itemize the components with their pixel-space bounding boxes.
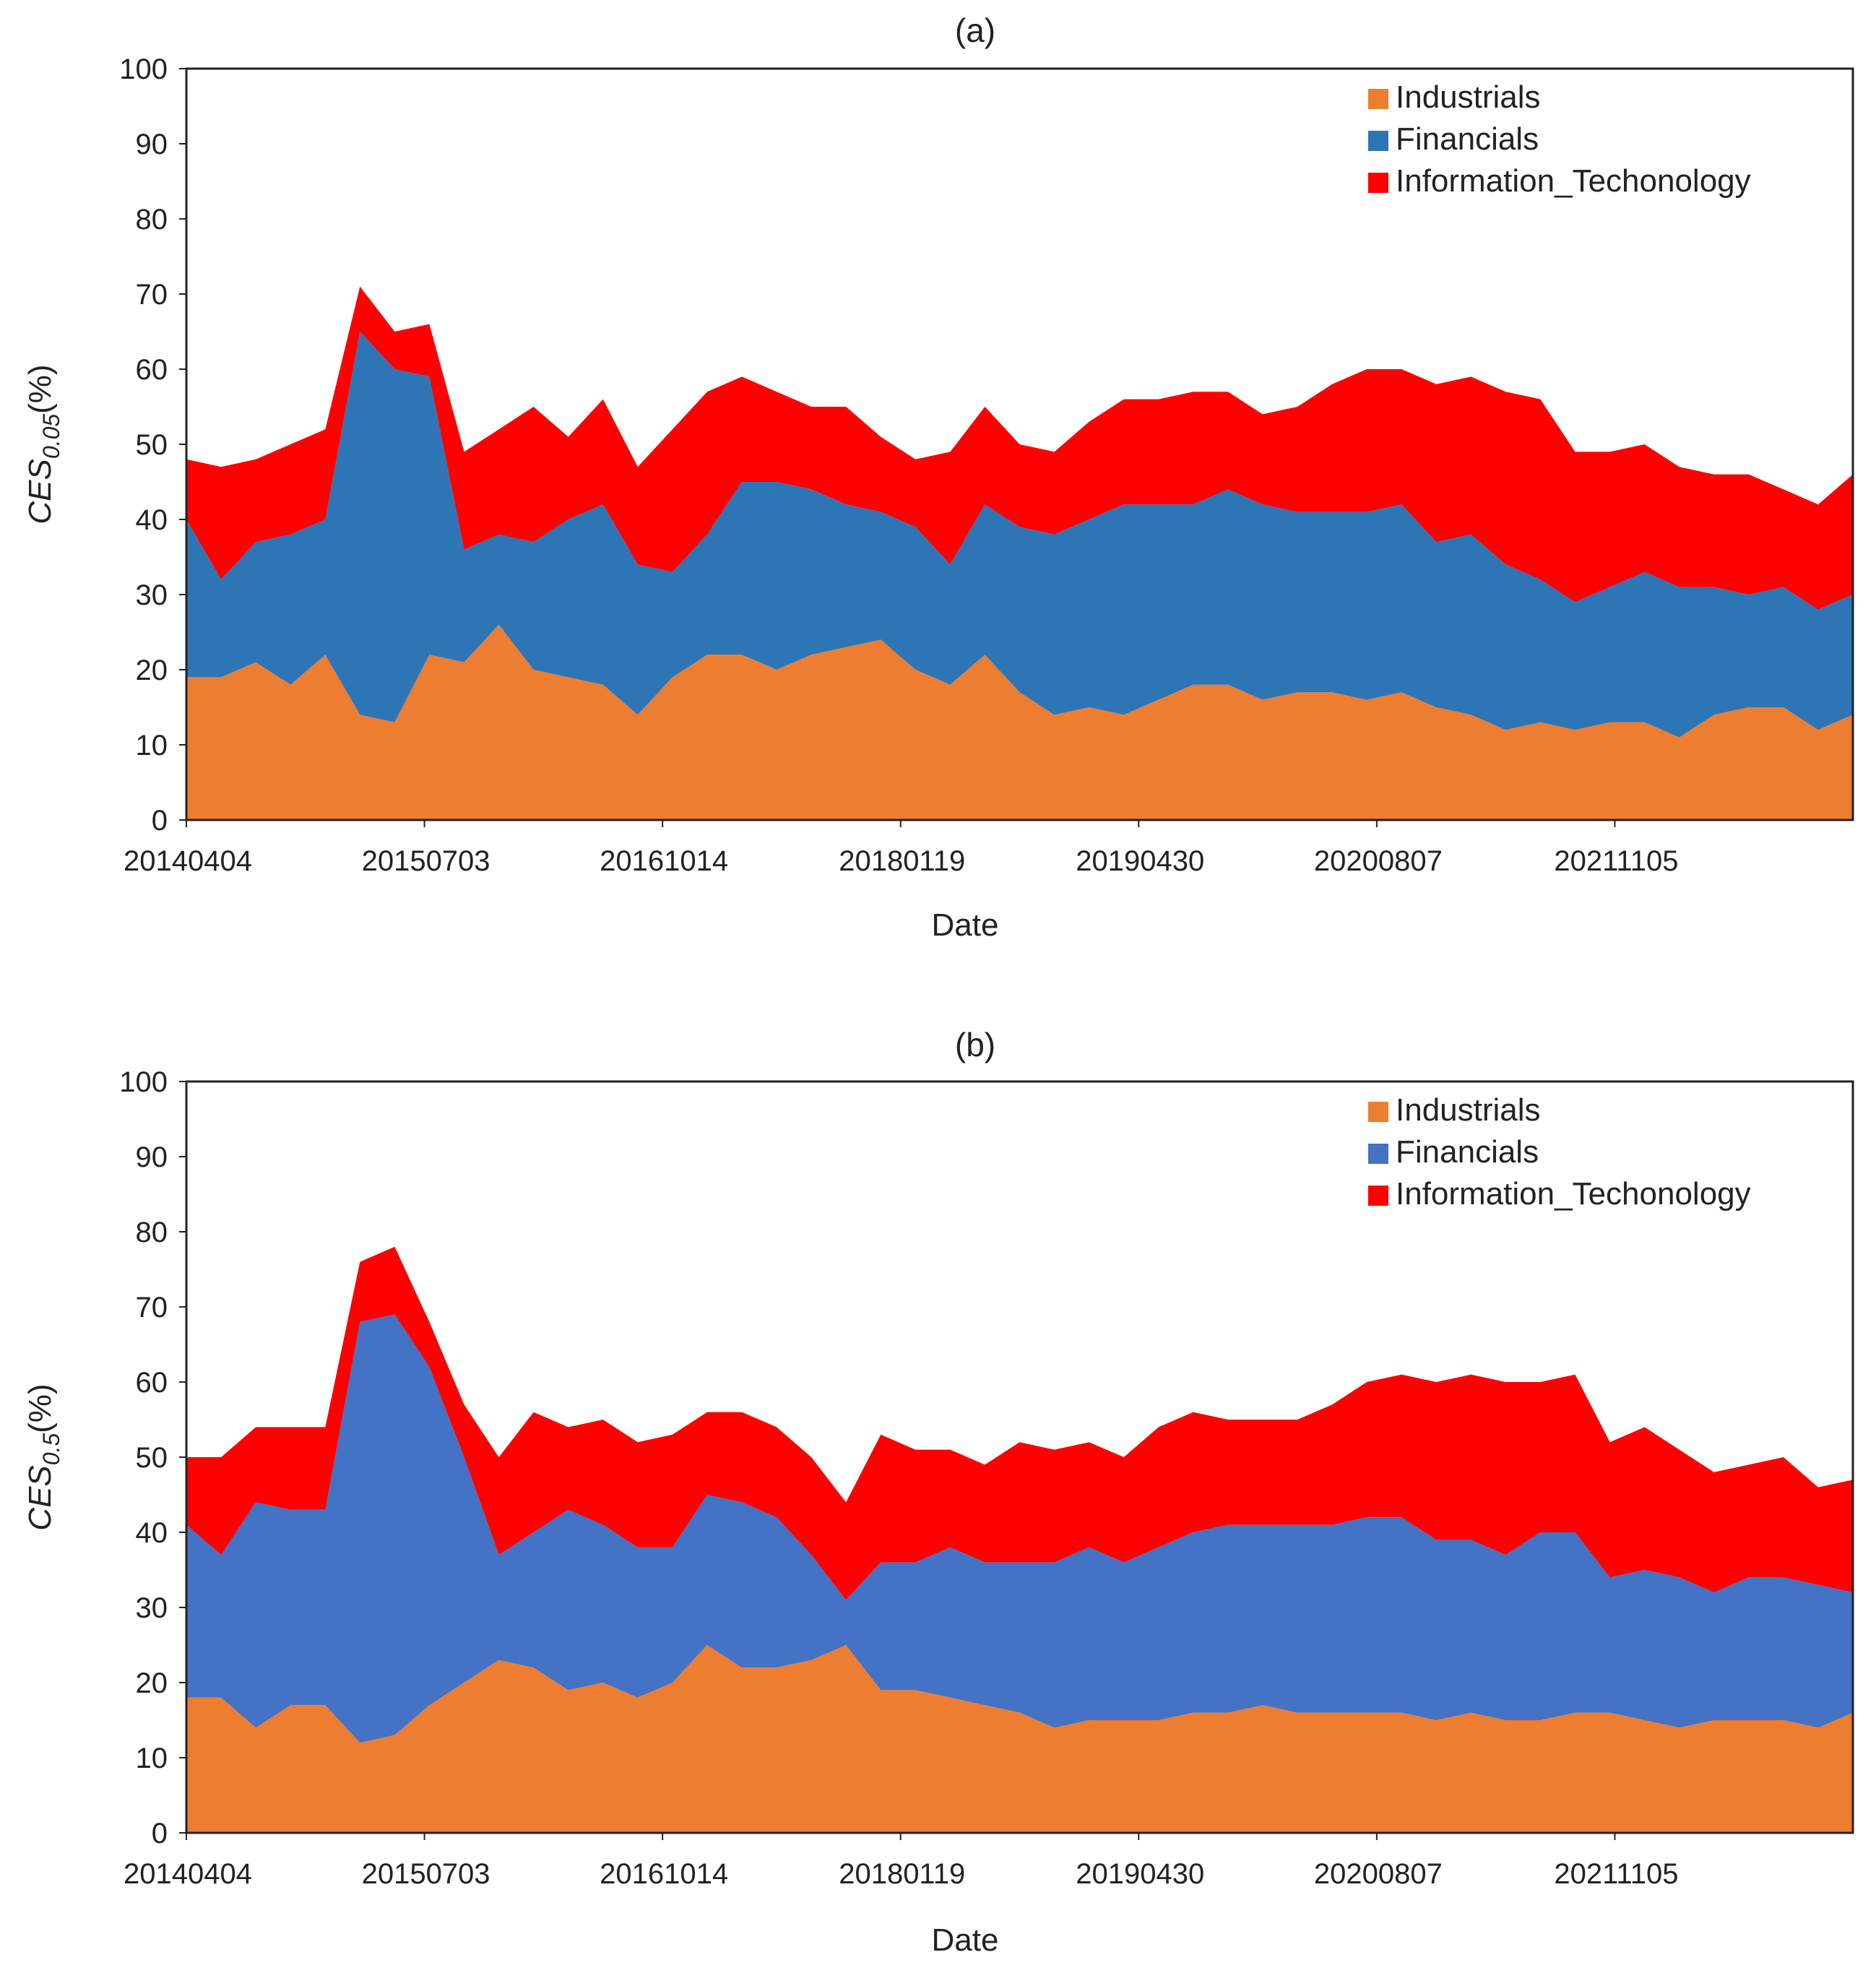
x-axis-label: Date — [932, 1922, 999, 1958]
area-layer — [186, 1246, 1853, 1833]
x-tick-label: 20140404 — [124, 845, 252, 877]
y-tick-label: 90 — [136, 129, 168, 160]
x-tick-label: 20190430 — [1076, 1858, 1204, 1890]
y-tick-label: 0 — [152, 805, 168, 837]
y-tick-label: 20 — [136, 1667, 168, 1699]
y-tick-label: 60 — [136, 354, 168, 386]
x-tick-label: 20150703 — [362, 845, 490, 877]
area-layer — [186, 286, 1853, 820]
x-tick-label: 20140404 — [124, 1858, 252, 1890]
x-tick-label: 20200807 — [1314, 845, 1443, 877]
y-tick-label: 70 — [136, 279, 168, 311]
legend-swatch — [1368, 89, 1388, 109]
x-tick-label: 20211105 — [1554, 845, 1678, 877]
legend: Industrials Financials Information_Techono… — [1368, 79, 1751, 199]
legend-swatch — [1368, 173, 1388, 193]
legend-label: Industrials — [1396, 79, 1541, 115]
y-tick-label: 30 — [136, 1592, 168, 1624]
area-series-information-techonology — [186, 1246, 1853, 1600]
legend-swatch — [1368, 1144, 1388, 1164]
y-tick-label: 90 — [136, 1141, 168, 1173]
y-tick-label: 40 — [136, 1517, 168, 1549]
y-tick-label: 100 — [119, 1066, 168, 1098]
y-tick-label: 30 — [136, 579, 168, 611]
y-tick-label: 60 — [136, 1367, 168, 1399]
legend-label: Information_Techonology — [1396, 163, 1751, 199]
x-tick-label: 20161014 — [600, 1858, 728, 1890]
y-tick-label: 0 — [152, 1818, 168, 1849]
legend-label: Financials — [1396, 1134, 1539, 1170]
x-axis-label: Date — [932, 907, 999, 943]
y-axis-label: CES0.05(%) — [22, 364, 64, 524]
y-tick-label: 100 — [119, 53, 168, 85]
y-tick-label: 10 — [136, 1743, 168, 1774]
y-tick-label: 80 — [136, 1217, 168, 1248]
area-series-financials — [186, 1314, 1853, 1743]
legend-label: Industrials — [1396, 1092, 1541, 1128]
x-tick-label: 20190430 — [1076, 845, 1204, 877]
y-tick-label: 40 — [136, 504, 168, 536]
x-axis: 20140404 20150703 20161014 20180119 20190430… — [124, 1833, 1678, 1890]
legend-swatch — [1368, 1102, 1388, 1122]
legend-swatch — [1368, 1186, 1388, 1206]
y-axis: 0 10 20 30 40 50 60 70 80 90 100 — [119, 53, 186, 837]
chart-panel-b: (b) 0 10 20 30 40 50 60 70 80 90 100 20140404 20150… — [22, 1026, 1854, 1958]
y-tick-label: 50 — [136, 429, 168, 461]
chart-title: (a) — [955, 12, 995, 49]
legend-swatch — [1368, 131, 1388, 151]
area-series-information-techonology — [186, 286, 1853, 610]
legend-label: Financials — [1396, 121, 1539, 157]
x-tick-label: 20211105 — [1554, 1858, 1678, 1890]
area-series-industrials — [186, 1645, 1853, 1833]
chart-title: (b) — [955, 1026, 995, 1063]
x-tick-label: 20180119 — [839, 1858, 965, 1890]
x-tick-label: 20161014 — [600, 845, 728, 877]
y-tick-label: 50 — [136, 1442, 168, 1474]
y-tick-label: 20 — [136, 655, 168, 686]
y-axis: 0 10 20 30 40 50 60 70 80 90 100 — [119, 1066, 186, 1849]
y-axis-label: CES0.5(%) — [22, 1383, 64, 1530]
chart-panel-a: (a) 0 10 20 30 40 50 60 70 80 90 100 20140404 20150… — [22, 12, 1854, 943]
area-series-industrials — [186, 624, 1853, 820]
y-tick-label: 10 — [136, 730, 168, 761]
area-series-financials — [186, 332, 1853, 738]
y-tick-label: 70 — [136, 1292, 168, 1324]
x-tick-label: 20150703 — [362, 1858, 490, 1890]
x-tick-label: 20200807 — [1314, 1858, 1443, 1890]
y-tick-label: 80 — [136, 204, 168, 236]
legend: Industrials Financials Information_Techono… — [1368, 1092, 1751, 1212]
legend-label: Information_Techonology — [1396, 1176, 1751, 1212]
x-axis: 20140404 20150703 20161014 20180119 20190430… — [124, 820, 1678, 877]
x-tick-label: 20180119 — [839, 845, 965, 877]
